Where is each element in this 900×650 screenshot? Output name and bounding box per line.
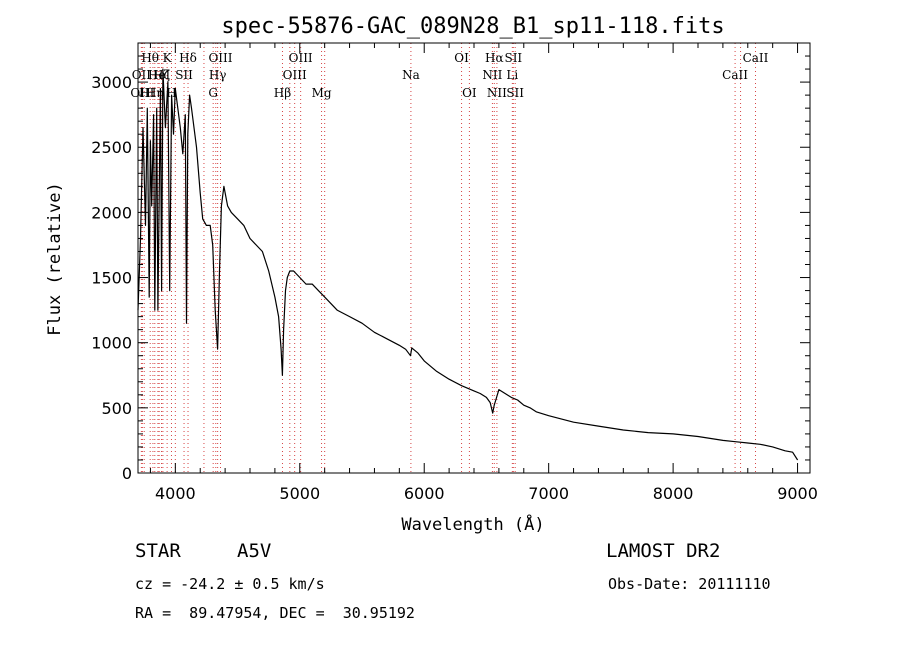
spectral-line-label: Na — [402, 68, 420, 82]
x-tick-label: 8000 — [653, 484, 694, 503]
spectral-line-label: HeI — [148, 68, 171, 82]
object-subclass: A5V — [237, 540, 272, 562]
spectral-line-label: SII — [175, 68, 193, 82]
spectral-line-label: Hζ — [153, 68, 170, 82]
x-tick-label: 4000 — [155, 484, 196, 503]
y-tick-label: 3000 — [91, 73, 132, 92]
spectral-line-markers — [140, 43, 756, 473]
spectral-line-label: SII — [506, 86, 524, 100]
x-tick-label: 7000 — [528, 484, 569, 503]
y-tick-label: 2500 — [91, 138, 132, 157]
spectral-line-label: Hθ — [141, 51, 159, 65]
spectral-line-label: Hγ — [209, 68, 227, 82]
plot-frame — [137, 42, 811, 474]
y-tick-label: 2000 — [91, 203, 132, 222]
spectral-line-label: OIII — [289, 51, 313, 65]
chart-title: spec-55876-GAC_089N28_B1_sp11-118.fits — [221, 14, 724, 39]
spectral-line-label: Mg — [312, 86, 332, 100]
y-tick-label: 500 — [101, 399, 132, 418]
spectral-line-label: Hβ — [274, 86, 291, 100]
y-axis-ticks: 0 500 1000 1500 2000 2500 3000 — [91, 55, 810, 483]
spectral-line-label: K — [163, 51, 173, 65]
redshift-value: cz = -24.2 ± 0.5 km/s — [135, 575, 325, 593]
y-tick-label: 0 — [122, 464, 132, 483]
spectral-line-label: SII — [504, 51, 522, 65]
x-tick-label: 5000 — [279, 484, 320, 503]
spectral-line-label: Hδ — [179, 51, 197, 65]
spectral-line-label: G — [208, 86, 218, 100]
spectral-line-label: NII — [487, 86, 507, 100]
spectral-line-label: OI — [454, 51, 469, 65]
spectral-line-label: H — [139, 86, 149, 100]
spectral-line-label: OIII — [130, 86, 154, 100]
spectrum-line — [137, 68, 799, 461]
spectral-line-label: OI — [462, 86, 477, 100]
spectral-line-label: Hη — [146, 86, 164, 100]
x-tick-label: 9000 — [777, 484, 818, 503]
observation-date: Obs-Date: 20111110 — [608, 575, 771, 593]
spectral-line-label: Li — [506, 68, 518, 82]
spectral-line-label: OIII — [208, 51, 232, 65]
x-tick-label: 6000 — [404, 484, 445, 503]
x-axis-label: Wavelength (Å) — [401, 513, 544, 535]
y-axis-label: Flux (relative) — [45, 182, 65, 336]
spectral-line-label: CaII — [743, 51, 769, 65]
y-tick-label: 1000 — [91, 334, 132, 353]
spectral-line-label: Hα — [485, 51, 504, 65]
spectral-line-label: CaII — [722, 68, 748, 82]
x-axis-ticks: 4000 5000 6000 7000 8000 9000 — [149, 43, 818, 503]
y-tick-label: 1500 — [91, 269, 132, 288]
spectral-line-label: OII — [132, 68, 152, 82]
object-class: STAR — [135, 540, 181, 562]
spectral-line-label: H — [166, 86, 176, 100]
spectral-line-label: NII — [482, 68, 502, 82]
spectral-line-label: OIII — [283, 68, 307, 82]
coordinates: RA = 89.47954, DEC = 30.95192 — [135, 604, 415, 622]
survey-name: LAMOST DR2 — [606, 540, 721, 562]
